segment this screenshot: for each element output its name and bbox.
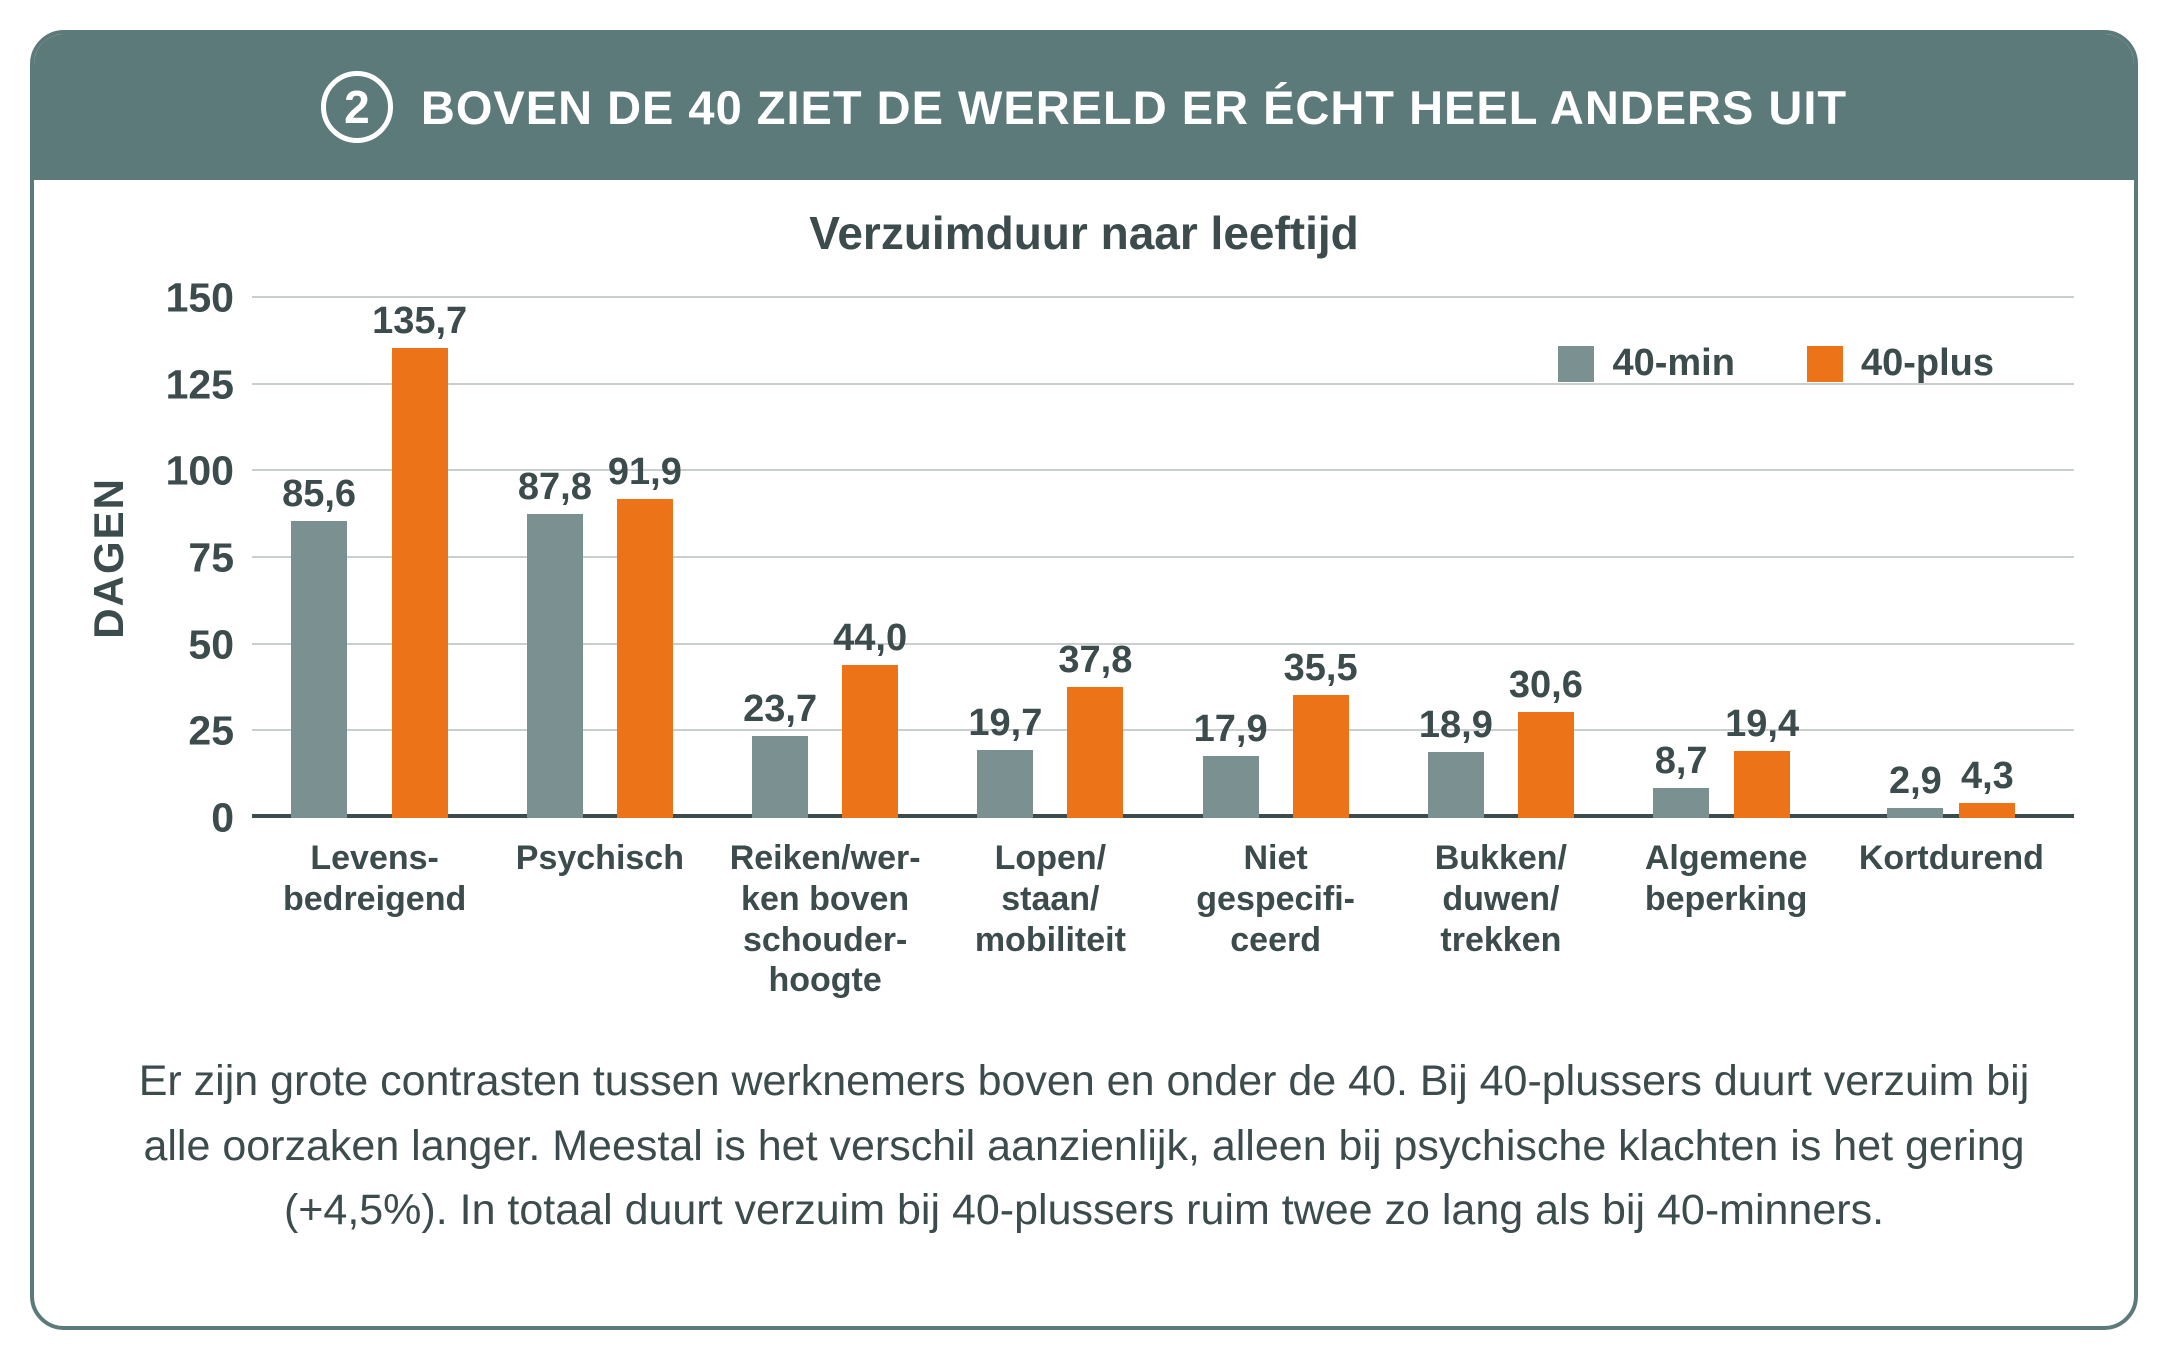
bar-column: 17,9 bbox=[1194, 710, 1268, 818]
bar-column: 8,7 bbox=[1653, 739, 1710, 818]
bar-value-label: 18,9 bbox=[1418, 704, 1493, 747]
bar-value-label: 17,9 bbox=[1193, 707, 1268, 750]
bar-group: 23,7 44,0 bbox=[713, 298, 938, 818]
bar-value-label: 23,7 bbox=[743, 687, 818, 730]
bar-column: 23,7 bbox=[743, 690, 817, 818]
chart-title: Verzuimduur naar leeftijd bbox=[809, 207, 1359, 259]
gridline bbox=[252, 729, 2074, 732]
gridline bbox=[252, 642, 2074, 645]
legend-item: 40-plus bbox=[1806, 342, 1994, 385]
bar-chart: DAGEN 0 25 50 75 100 125 150 40-min 40-plus 85,… bbox=[74, 277, 2074, 1001]
legend: 40-min 40-plus bbox=[1558, 342, 1994, 385]
legend-swatch bbox=[1806, 345, 1843, 382]
bar-value-label: 37,8 bbox=[1058, 638, 1133, 681]
bar-40-min bbox=[1427, 752, 1484, 818]
bar-groups: 85,6 135,7 87,8 91,9 23,7 44,0 19,7 37,8 17,9 35,… bbox=[252, 298, 2074, 818]
footer-text: Er zijn grote contrasten tussen werkneme… bbox=[138, 1057, 2030, 1235]
bar-group: 17,9 35,5 bbox=[1163, 298, 1388, 818]
bar-value-label: 30,6 bbox=[1508, 663, 1583, 706]
bar-40-min bbox=[291, 521, 348, 818]
bar-group: 8,7 19,4 bbox=[1614, 298, 1839, 818]
bar-group: 2,9 4,3 bbox=[1839, 298, 2064, 818]
bar-value-label: 85,6 bbox=[282, 473, 357, 516]
y-tick-label: 150 bbox=[165, 274, 234, 321]
bar-40-plus bbox=[1067, 686, 1124, 818]
legend-swatch bbox=[1558, 345, 1595, 382]
bar-40-plus bbox=[391, 347, 448, 818]
bar-40-min bbox=[1887, 807, 1944, 818]
plot-area: 40-min 40-plus 85,6 135,7 87,8 91,9 23,7 44,0 1… bbox=[252, 296, 2074, 818]
bar-column: 44,0 bbox=[833, 619, 907, 818]
bar-value-label: 4,3 bbox=[1960, 755, 2014, 798]
category-labels: Levens-bedreigend Psychisch Reiken/wer-ken… bbox=[252, 818, 2074, 1001]
bar-column: 30,6 bbox=[1509, 666, 1583, 818]
legend-item: 40-min bbox=[1558, 342, 1735, 385]
y-tick-label: 125 bbox=[165, 361, 234, 408]
bar-value-label: 44,0 bbox=[833, 617, 908, 660]
category-label: Levens-bedreigend bbox=[283, 839, 467, 918]
y-axis-title: DAGEN bbox=[85, 477, 132, 639]
bar-40-plus bbox=[1517, 711, 1574, 818]
bar-40-plus bbox=[1734, 750, 1791, 818]
gridline bbox=[252, 814, 2074, 818]
bar-value-label: 8,7 bbox=[1654, 739, 1708, 782]
bar-column: 35,5 bbox=[1284, 649, 1358, 818]
legend-label: 40-min bbox=[1612, 342, 1735, 384]
bar-40-min bbox=[1653, 787, 1710, 818]
y-tick-label: 75 bbox=[188, 534, 234, 581]
bar-column: 2,9 bbox=[1887, 759, 1944, 818]
y-tick-label: 0 bbox=[211, 794, 234, 841]
header-banner: 2 BOVEN DE 40 ZIET DE WERELD ER ÉCHT HEE… bbox=[34, 34, 2134, 180]
bar-group: 19,7 37,8 bbox=[938, 298, 1163, 818]
category-label: Algemene beperking bbox=[1644, 839, 1808, 918]
bar-value-label: 2,9 bbox=[1888, 759, 1942, 802]
y-tick-label: 100 bbox=[165, 447, 234, 494]
bar-40-plus bbox=[1292, 694, 1349, 818]
category-label: Lopen/staan/mobiliteit bbox=[974, 839, 1126, 959]
bar-column: 85,6 bbox=[282, 475, 356, 818]
bar-40-min bbox=[977, 749, 1034, 818]
y-axis-title-column: DAGEN bbox=[74, 298, 144, 818]
bar-value-label: 19,7 bbox=[968, 701, 1043, 744]
bar-column: 135,7 bbox=[372, 302, 467, 818]
header-title: BOVEN DE 40 ZIET DE WERELD ER ÉCHT HEEL … bbox=[420, 80, 1848, 134]
gridline bbox=[252, 469, 2074, 472]
bar-value-label: 91,9 bbox=[607, 451, 682, 494]
bar-40-min bbox=[1202, 755, 1259, 818]
bar-column: 91,9 bbox=[608, 453, 682, 818]
bar-group: 85,6 135,7 bbox=[262, 298, 487, 818]
category-label: Kortdurend bbox=[1858, 839, 2044, 877]
bar-40-plus bbox=[616, 499, 673, 818]
bar-column: 87,8 bbox=[518, 468, 592, 818]
bar-column: 18,9 bbox=[1419, 706, 1493, 818]
bar-40-plus bbox=[842, 665, 899, 818]
gridline bbox=[252, 556, 2074, 558]
gridline bbox=[252, 382, 2074, 385]
bar-value-label: 87,8 bbox=[517, 465, 592, 508]
bar-column: 4,3 bbox=[1959, 755, 2016, 818]
y-tick-label: 50 bbox=[188, 621, 234, 668]
bar-group: 87,8 91,9 bbox=[487, 298, 712, 818]
category-label: Psychisch bbox=[515, 839, 684, 877]
bar-value-label: 19,4 bbox=[1725, 702, 1800, 745]
category-label: Reiken/wer-ken boven schouder-hoogte bbox=[729, 839, 921, 1000]
legend-label: 40-plus bbox=[1860, 342, 1994, 384]
infographic-card: 2 BOVEN DE 40 ZIET DE WERELD ER ÉCHT HEE… bbox=[30, 30, 2138, 1330]
y-tick-label: 25 bbox=[188, 707, 234, 754]
gridline bbox=[252, 296, 2074, 298]
bar-40-plus bbox=[1959, 803, 2016, 818]
bar-column: 19,4 bbox=[1725, 705, 1799, 818]
category-label: Niet gespecifi-ceerd bbox=[1196, 839, 1355, 959]
bar-40-min bbox=[752, 735, 809, 818]
bar-value-label: 35,5 bbox=[1283, 646, 1358, 689]
bar-40-min bbox=[526, 513, 583, 818]
bar-value-label: 135,7 bbox=[372, 299, 468, 342]
section-number-badge: 2 bbox=[320, 71, 393, 143]
bar-column: 19,7 bbox=[968, 704, 1042, 818]
bar-column: 37,8 bbox=[1058, 641, 1132, 818]
plot-column: 40-min 40-plus 85,6 135,7 87,8 91,9 23,7 44,0 1… bbox=[252, 296, 2074, 1001]
category-label: Bukken/duwen/trekken bbox=[1434, 839, 1567, 959]
bar-group: 18,9 30,6 bbox=[1388, 298, 1613, 818]
y-axis-ticks: 0 25 50 75 100 125 150 bbox=[144, 277, 252, 838]
